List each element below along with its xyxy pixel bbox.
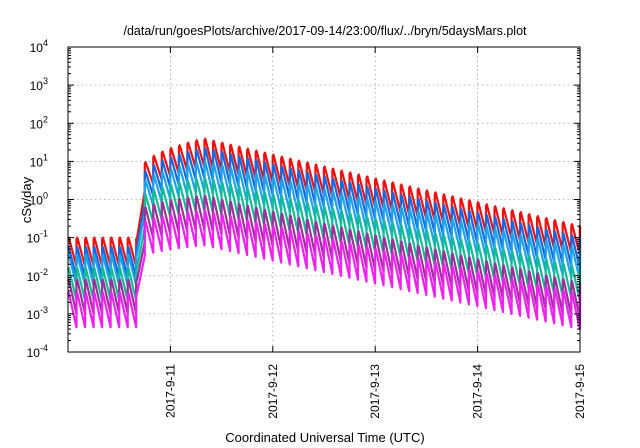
series-line-1 (67, 137, 582, 268)
y-tick-label: 104 (30, 38, 48, 55)
y-tick-label: 10-1 (27, 229, 48, 246)
chart-title: /data/run/goesPlots/archive/2017-09-14/2… (123, 24, 527, 38)
x-axis-label: Coordinated Universal Time (UTC) (225, 430, 424, 445)
x-tick-label: 2017-9-14 (471, 364, 485, 419)
y-tick-label: 10-2 (27, 267, 48, 284)
y-tick-label: 10-4 (27, 343, 48, 360)
x-tick-label: 2017-9-11 (163, 364, 177, 418)
y-tick-label: 101 (30, 152, 48, 169)
x-tick-label: 2017-9-12 (266, 364, 280, 419)
series-line-5 (67, 194, 582, 319)
x-tick-label: 2017-9-15 (573, 364, 587, 419)
x-tick-label: 2017-9-13 (368, 364, 382, 419)
y-tick-label: 103 (30, 76, 48, 93)
grid (68, 47, 580, 352)
y-tick-label: 102 (30, 114, 48, 131)
series-line-2 (67, 147, 582, 279)
series-line-3 (67, 160, 582, 287)
axes: 10-4 10-3 10-2 10-1 100 101 102 103 104 2017-9-11… (27, 38, 587, 419)
y-tick-label: 100 (30, 191, 48, 208)
y-axis-label: cSv/day (19, 176, 34, 223)
series-group (67, 137, 582, 331)
y-tick-label: 10-3 (27, 305, 48, 322)
plot-frame (67, 46, 581, 353)
series-line-6 (67, 210, 582, 331)
series-line-4 (67, 177, 582, 302)
